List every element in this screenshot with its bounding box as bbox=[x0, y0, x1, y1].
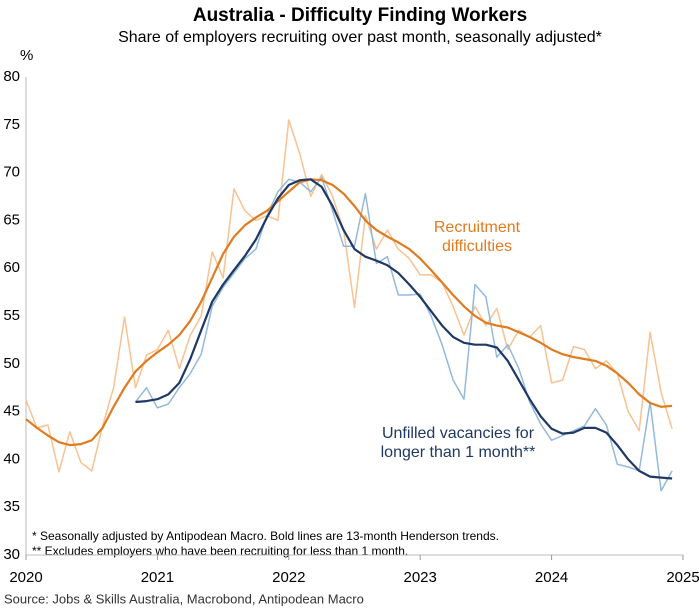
footnote: * Seasonally adjusted by Antipodean Macr… bbox=[32, 529, 499, 543]
x-tick-label: 2021 bbox=[141, 569, 174, 586]
series-line bbox=[25, 178, 673, 447]
y-tick-label: 65 bbox=[3, 211, 20, 228]
series-label: longer than 1 month** bbox=[381, 444, 536, 461]
y-tick-label: 60 bbox=[3, 259, 20, 276]
y-tick-label: 80 bbox=[3, 68, 20, 85]
y-tick-label: 30 bbox=[3, 546, 20, 563]
y-tick-label: 40 bbox=[3, 450, 20, 467]
y-axis-label: % bbox=[20, 47, 33, 64]
y-tick-label: 70 bbox=[3, 164, 20, 181]
x-tick-label: 2025 bbox=[666, 569, 699, 586]
x-tick-label: 2022 bbox=[272, 569, 305, 586]
footnote: ** Excludes employers who have been recr… bbox=[32, 544, 408, 558]
chart-subtitle: Share of employers recruiting over past … bbox=[118, 29, 602, 46]
chart-title: Australia - Difficulty Finding Workers bbox=[193, 5, 527, 26]
x-tick-label: 2020 bbox=[9, 569, 42, 586]
y-tick-label: 55 bbox=[3, 307, 20, 324]
y-tick-label: 45 bbox=[3, 403, 20, 420]
series-line bbox=[134, 176, 673, 492]
y-tick-label: 35 bbox=[3, 498, 20, 515]
series-line bbox=[25, 119, 673, 473]
x-tick-label: 2024 bbox=[535, 569, 568, 586]
series-label: Recruitment bbox=[434, 219, 521, 236]
y-tick-label: 75 bbox=[3, 116, 20, 133]
x-tick-label: 2023 bbox=[404, 569, 437, 586]
series-label: difficulties bbox=[442, 238, 512, 255]
series-line bbox=[135, 178, 673, 480]
y-tick-label: 50 bbox=[3, 355, 20, 372]
source: Source: Jobs & Skills Australia, Macrobo… bbox=[4, 591, 364, 606]
series-label: Unfilled vacancies for bbox=[382, 425, 535, 442]
